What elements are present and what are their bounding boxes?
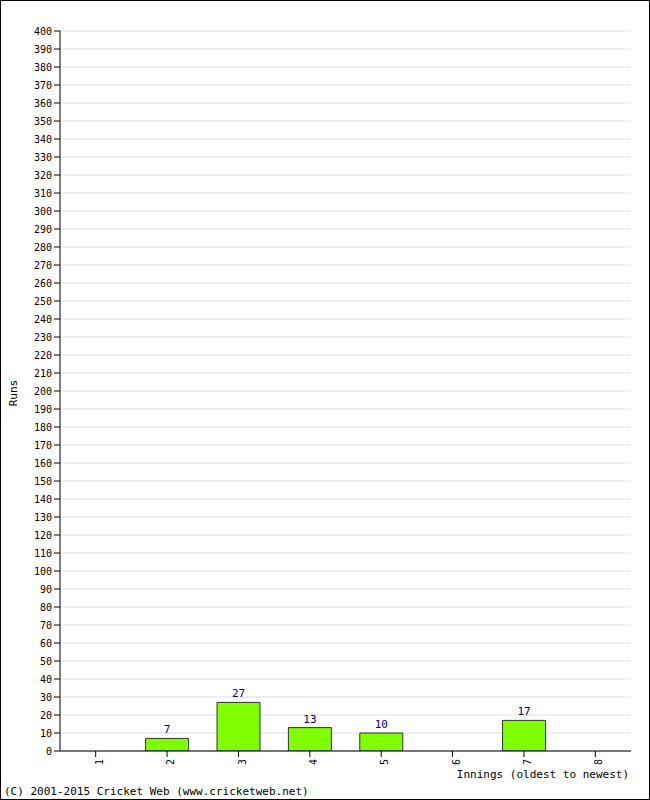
svg-text:30: 30 [40,692,52,703]
svg-text:40: 40 [40,674,52,685]
svg-text:80: 80 [40,602,52,613]
svg-text:2: 2 [165,759,176,765]
svg-text:20: 20 [40,710,52,721]
svg-text:240: 240 [34,314,52,325]
svg-text:360: 360 [34,98,52,109]
svg-text:190: 190 [34,404,52,415]
svg-text:120: 120 [34,530,52,541]
svg-text:210: 210 [34,368,52,379]
svg-text:270: 270 [34,260,52,271]
svg-text:5: 5 [379,759,390,765]
svg-text:320: 320 [34,170,52,181]
svg-text:60: 60 [40,638,52,649]
svg-text:200: 200 [34,386,52,397]
svg-text:380: 380 [34,62,52,73]
svg-text:13: 13 [303,713,316,726]
svg-text:160: 160 [34,458,52,469]
svg-text:27: 27 [232,687,245,700]
svg-text:230: 230 [34,332,52,343]
svg-text:260: 260 [34,278,52,289]
svg-text:10: 10 [375,718,388,731]
html-text:Innings (oldest to newest): Innings (oldest to newest) [456,768,629,781]
svg-text:8: 8 [593,759,604,765]
svg-text:3: 3 [237,759,248,765]
svg-text:300: 300 [34,206,52,217]
svg-text:220: 220 [34,350,52,361]
svg-text:400: 400 [34,26,52,37]
svg-text:390: 390 [34,44,52,55]
svg-text:17: 17 [517,705,530,718]
svg-text:290: 290 [34,224,52,235]
svg-text:180: 180 [34,422,52,433]
svg-text:100: 100 [34,566,52,577]
svg-text:280: 280 [34,242,52,253]
svg-text:110: 110 [34,548,52,559]
svg-text:50: 50 [40,656,52,667]
svg-text:10: 10 [40,728,52,739]
svg-text:7: 7 [164,723,171,736]
html-text:Runs: Runs [6,379,20,407]
svg-text:170: 170 [34,440,52,451]
svg-text:4: 4 [308,759,319,765]
svg-text:90: 90 [40,584,52,595]
svg-text:130: 130 [34,512,52,523]
html-text:(C) 2001-2015 Cricket Web (www: (C) 2001-2015 Cricket Web (www.cricketwe… [4,785,309,798]
svg-text:1: 1 [94,759,105,765]
svg-text:7: 7 [522,759,533,765]
svg-text:150: 150 [34,476,52,487]
svg-text:250: 250 [34,296,52,307]
svg-text:140: 140 [34,494,52,505]
svg-text:350: 350 [34,116,52,127]
svg-text:70: 70 [40,620,52,631]
svg-text:0: 0 [46,746,52,757]
svg-text:370: 370 [34,80,52,91]
svg-text:330: 330 [34,152,52,163]
svg-text:6: 6 [451,759,462,765]
svg-text:310: 310 [34,188,52,199]
svg-text:340: 340 [34,134,52,145]
